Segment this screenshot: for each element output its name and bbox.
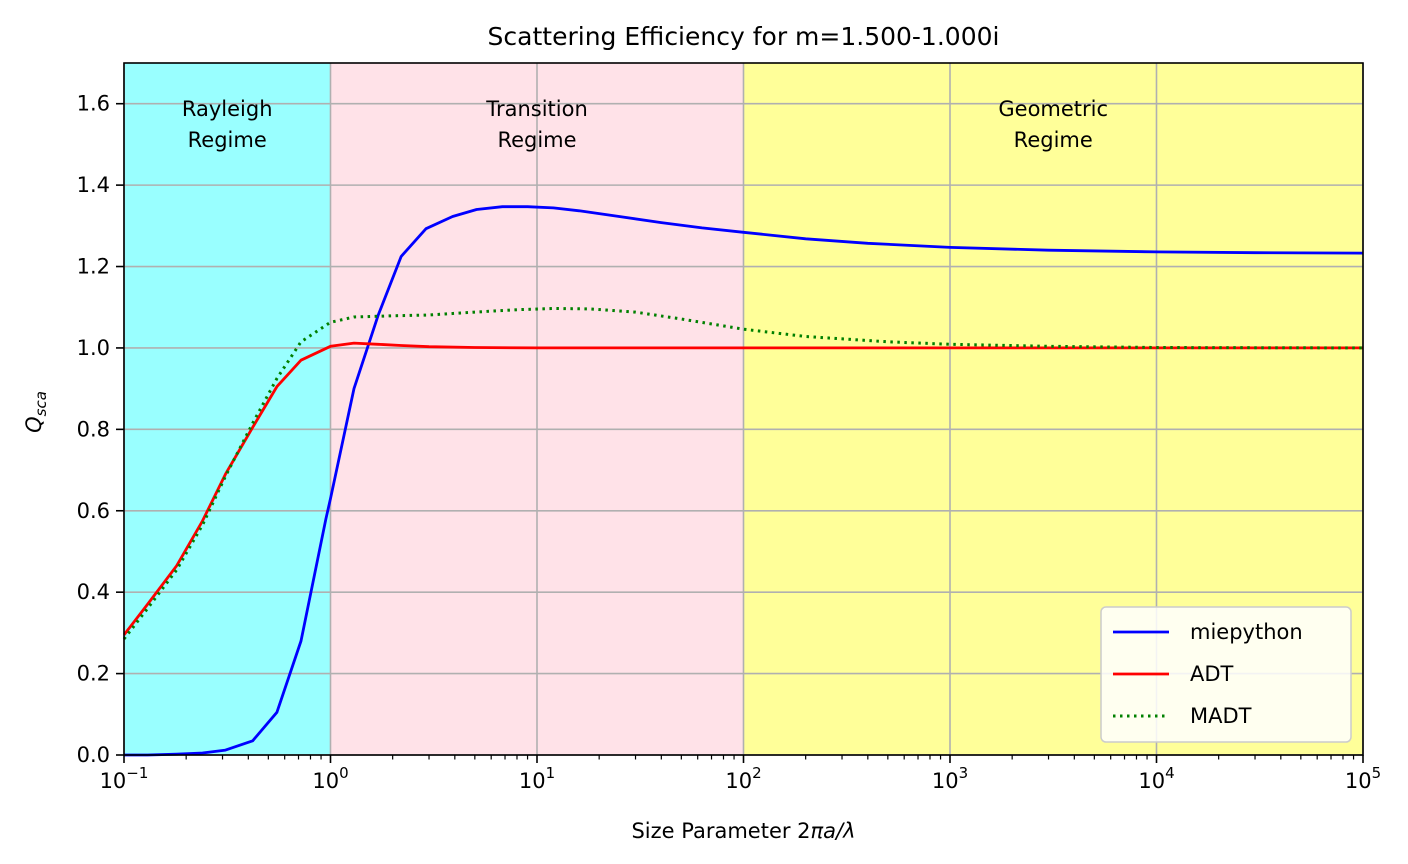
region-label-line: Rayleigh — [182, 97, 273, 121]
legend-label-adt: ADT — [1190, 662, 1234, 686]
x-axis-label-math: πa/λ — [811, 819, 856, 843]
y-tick-label: 0.8 — [77, 417, 110, 441]
x-tick-exponent: 3 — [959, 764, 969, 782]
x-tick-base: 10 — [312, 769, 339, 793]
x-tick-label: 100 — [312, 764, 348, 793]
y-tick-label: 1.2 — [77, 255, 110, 279]
region-rayleigh — [124, 63, 331, 755]
regime-labels: Rayleigh Regime Transition Regime Geometric R… — [182, 97, 1108, 152]
x-axis-label-prefix: Size Parameter 2 — [631, 819, 810, 843]
y-tick-label: 0.0 — [77, 743, 110, 767]
y-axis-label-sub: sca — [32, 391, 50, 416]
x-tick-label: 105 — [1345, 764, 1381, 793]
x-tick-exponent: −1 — [126, 764, 148, 782]
region-label-rayleigh: Rayleigh Regime — [182, 97, 273, 152]
series-line-adt — [122, 341, 1363, 636]
y-axis-label-main: Q — [22, 416, 46, 433]
x-tick-base: 10 — [725, 769, 752, 793]
series-line-madt — [122, 307, 1364, 640]
y-tick-label: 1.0 — [77, 336, 110, 360]
region-label-line: Regime — [497, 128, 576, 152]
x-tick-base: 10 — [1345, 769, 1372, 793]
x-tick-base: 10 — [519, 769, 546, 793]
x-axis-label: Size Parameter 2πa/λ — [631, 819, 855, 843]
region-label-line: Regime — [1014, 128, 1093, 152]
legend-box — [1100, 606, 1352, 743]
chart-title: Scattering Efficiency for m=1.500-1.000i — [488, 22, 1000, 51]
y-tick-label: 1.6 — [77, 92, 110, 116]
x-tick-exponent: 4 — [1165, 764, 1175, 782]
series-line-miepython — [124, 205, 1364, 757]
x-tick-exponent: 5 — [1372, 764, 1382, 782]
y-axis-label: Qsca — [22, 391, 50, 433]
x-tick-exponent: 2 — [752, 764, 762, 782]
region-label-line: Transition — [485, 97, 588, 121]
y-tick-label: 0.4 — [77, 580, 110, 604]
legend-label-madt: MADT — [1190, 704, 1252, 728]
y-tick-label: 0.2 — [77, 662, 110, 686]
x-tick-label: 10−1 — [100, 764, 149, 793]
legend: miepython ADT MADT — [1100, 606, 1352, 743]
region-label-line: Geometric — [998, 97, 1108, 121]
x-tick-label: 104 — [1138, 764, 1174, 793]
x-tick-label: 101 — [519, 764, 555, 793]
region-label-line: Regime — [188, 128, 267, 152]
x-tick-base: 10 — [1138, 769, 1165, 793]
x-tick-base: 10 — [932, 769, 959, 793]
x-tick-exponent: 1 — [546, 764, 556, 782]
x-tick-label: 103 — [932, 764, 968, 793]
region-label-transition: Transition Regime — [485, 97, 588, 152]
legend-label-miepython: miepython — [1190, 620, 1303, 644]
region-label-geometric: Geometric Regime — [998, 97, 1108, 152]
data-series — [122, 205, 1364, 757]
x-tick-base: 10 — [100, 769, 127, 793]
x-axis-ticks: 10−1 100 101 102 103 104 105 — [100, 755, 1381, 793]
y-axis-ticks: 0.0 0.2 0.4 0.6 0.8 1.0 1.2 1.4 1.6 — [77, 92, 124, 767]
y-tick-label: 0.6 — [77, 499, 110, 523]
y-tick-label: 1.4 — [77, 173, 110, 197]
x-tick-exponent: 0 — [339, 764, 349, 782]
x-tick-label: 102 — [725, 764, 761, 793]
